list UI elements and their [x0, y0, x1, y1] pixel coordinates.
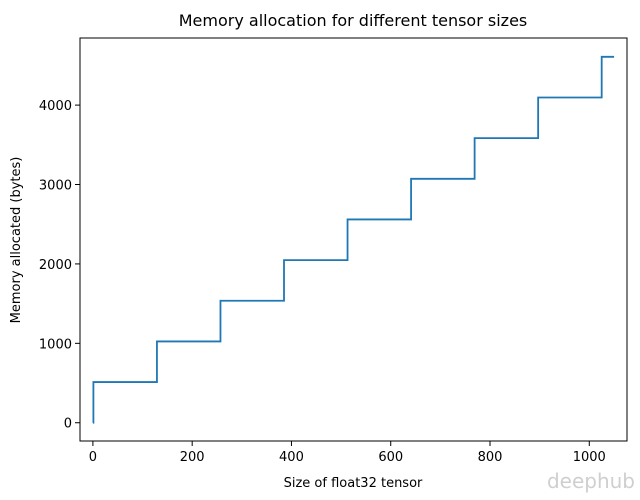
y-tick-label: 2000 [39, 258, 72, 273]
watermark: deephub [547, 469, 635, 493]
x-tick-label: 600 [378, 450, 403, 465]
x-axis: 0 200 400 600 800 1000 [89, 441, 606, 465]
x-tick-label: 200 [180, 450, 205, 465]
x-axis-label: Size of float32 tensor [284, 476, 423, 491]
y-tick-label: 1000 [39, 337, 72, 352]
y-tick-label: 3000 [39, 179, 72, 194]
series-line [92, 55, 615, 424]
x-tick-label: 0 [89, 450, 97, 465]
x-tick-label: 400 [279, 450, 304, 465]
y-tick-label: 0 [64, 417, 72, 432]
chart-title: Memory allocation for different tensor s… [179, 11, 528, 30]
y-tick-label: 4000 [39, 99, 72, 114]
y-axis-label: Memory allocated (bytes) [9, 157, 24, 324]
series-layer [92, 55, 615, 424]
x-tick-label: 800 [478, 450, 503, 465]
y-axis: 0 1000 2000 3000 4000 [39, 99, 80, 432]
plot-frame [79, 37, 628, 442]
x-tick-label: 1000 [573, 450, 606, 465]
